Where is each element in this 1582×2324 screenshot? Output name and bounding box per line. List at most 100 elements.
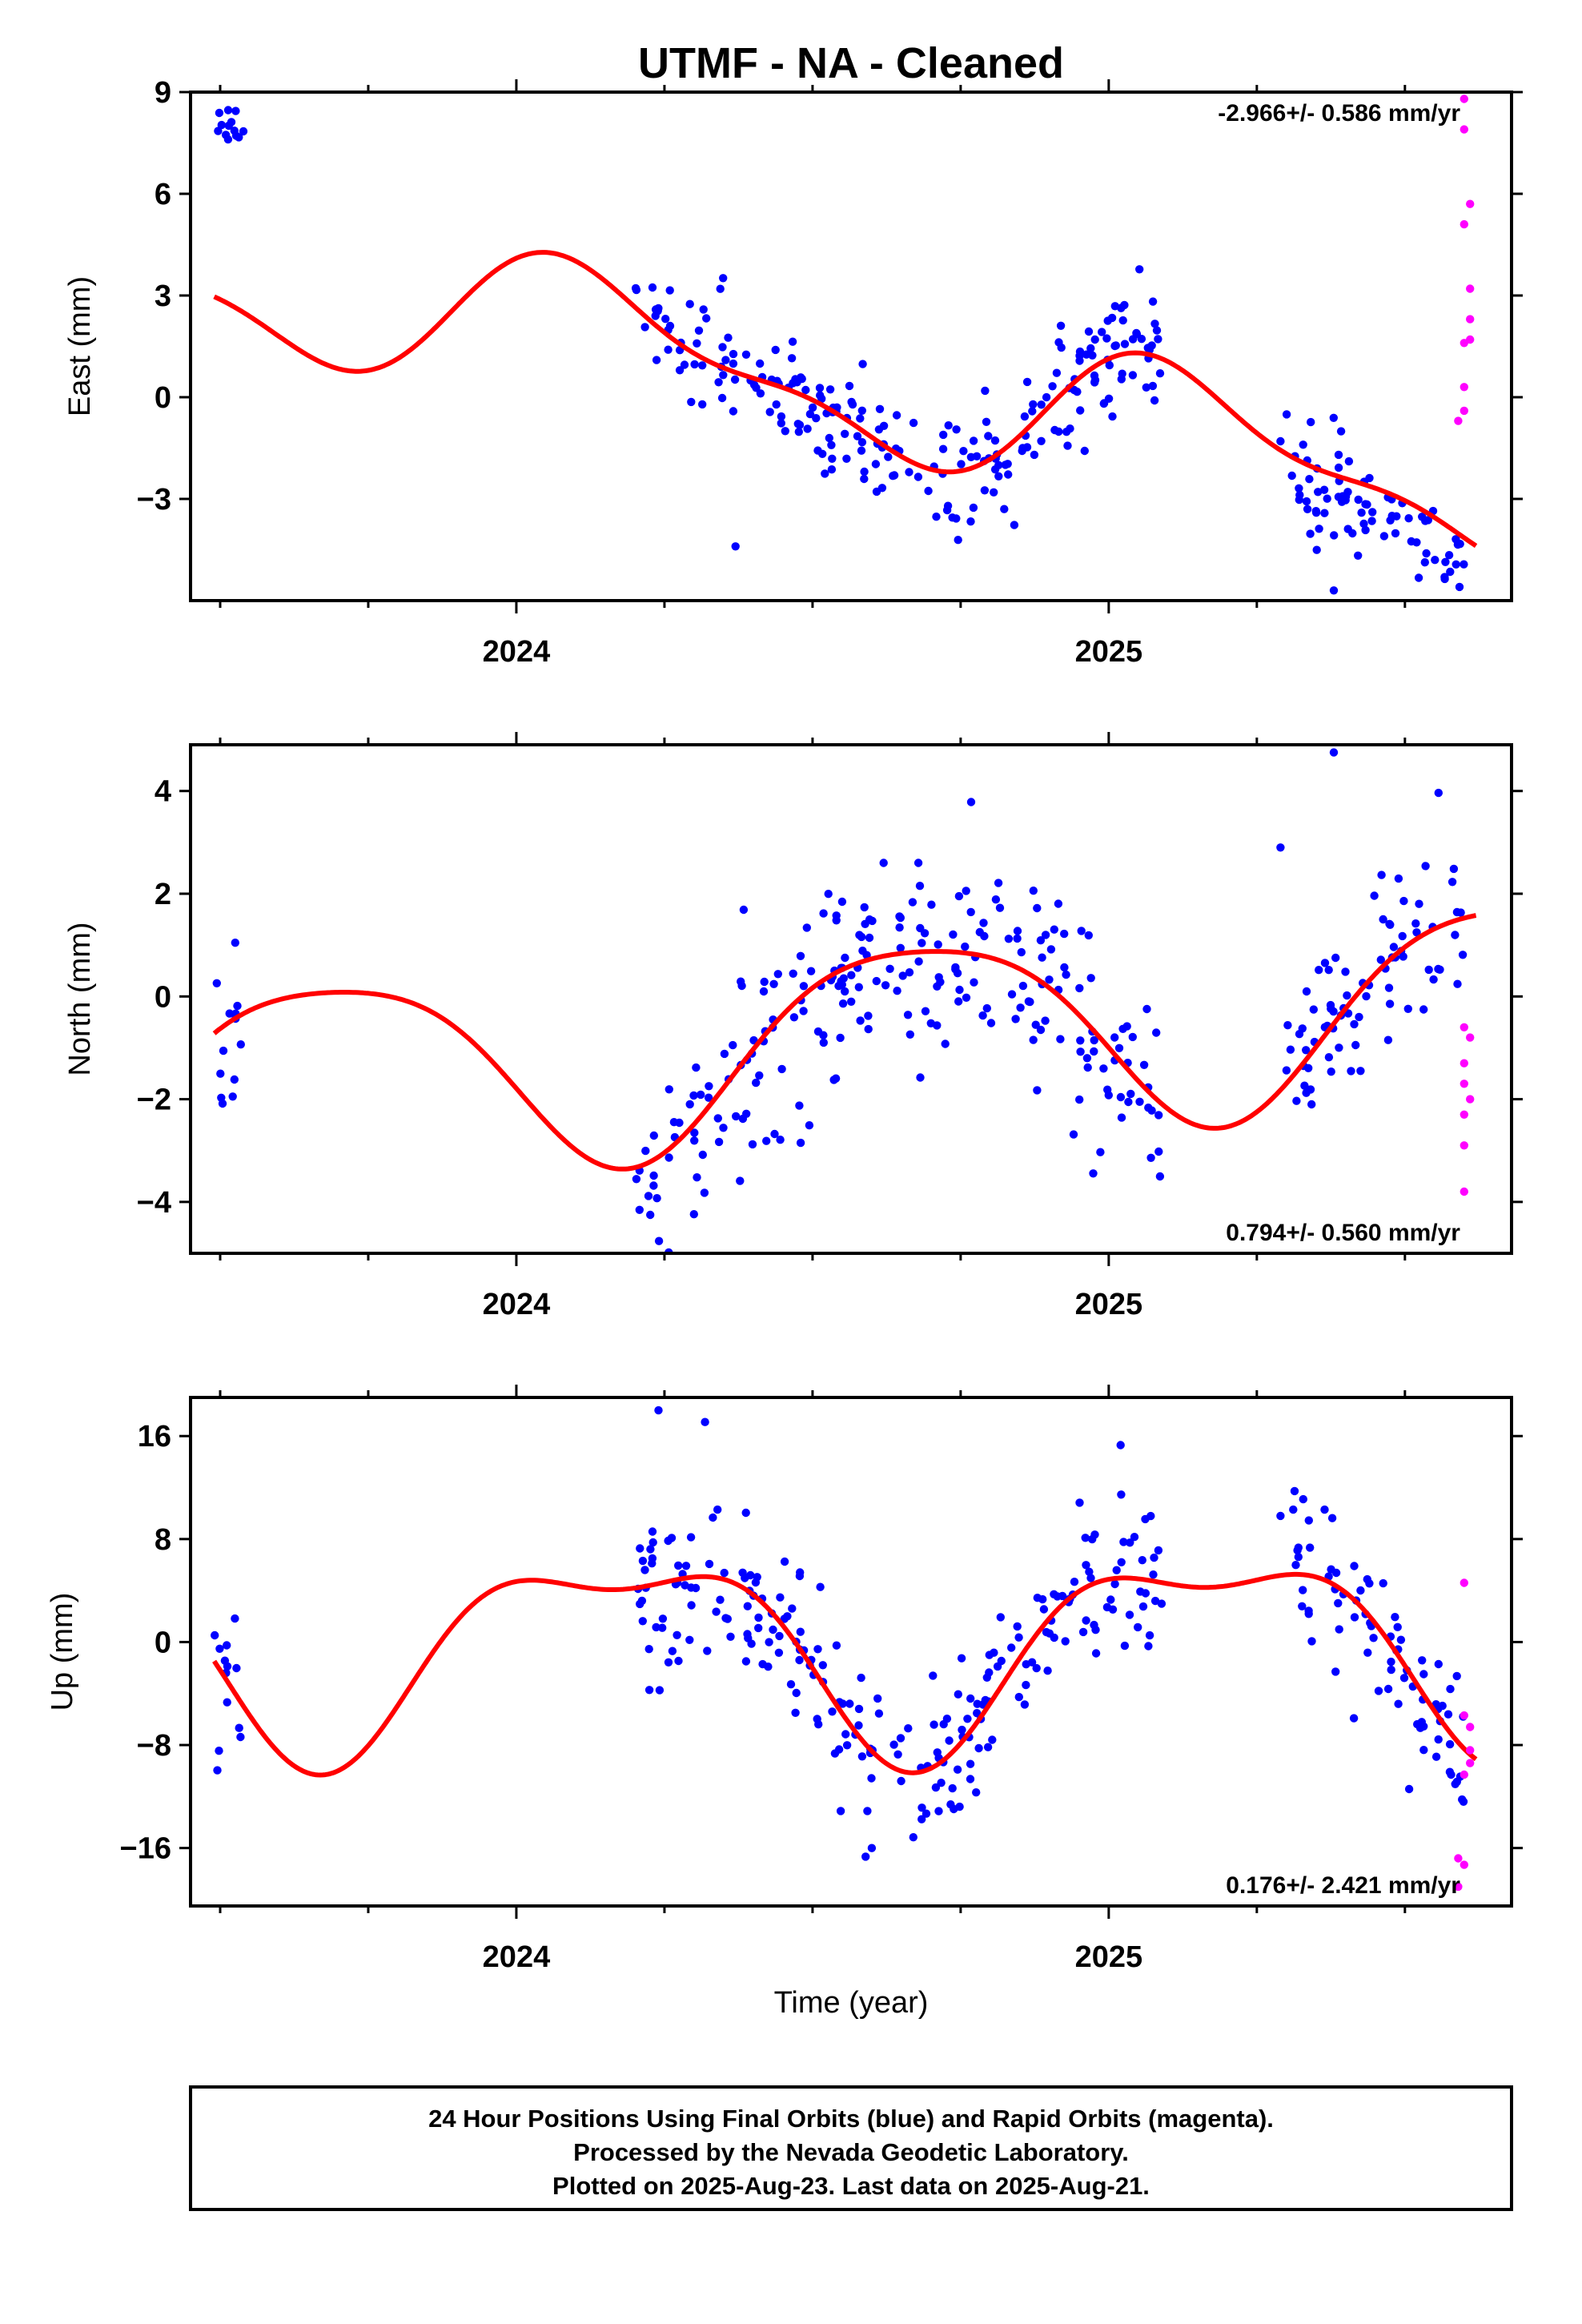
final-orbit-point (1000, 505, 1009, 513)
final-orbit-point (756, 359, 765, 368)
x-tick-label: 2024 (483, 1288, 551, 1321)
final-orbit-point (1050, 1633, 1058, 1642)
rapid-orbit-point (1466, 1759, 1475, 1767)
final-orbit-point (1062, 428, 1071, 436)
final-orbit-point (741, 350, 751, 359)
final-orbit-point (1404, 514, 1413, 523)
final-orbit-point (698, 361, 707, 370)
final-orbit-point (1110, 1579, 1119, 1589)
final-orbit-point (1363, 1574, 1372, 1584)
final-orbit-point (713, 1114, 722, 1123)
final-orbit-point (1311, 509, 1321, 517)
final-orbit-point (1029, 1035, 1038, 1044)
final-orbit-point (1138, 1556, 1147, 1565)
final-orbit-point (801, 385, 810, 395)
final-orbit-point (1103, 1085, 1112, 1094)
y-tick-label: 16 (138, 1420, 171, 1454)
final-orbit-point (1295, 1030, 1304, 1039)
final-orbit-point (1102, 334, 1111, 343)
final-orbit-point (1315, 525, 1323, 533)
y-tick-label: 2 (155, 878, 171, 911)
y-axis-label: East (mm) (63, 276, 97, 416)
final-orbit-point (805, 409, 815, 419)
final-orbit-point (1418, 1656, 1427, 1665)
final-orbit-point (834, 1745, 844, 1754)
final-orbit-point (1302, 1046, 1311, 1055)
final-orbit-point (818, 1661, 827, 1670)
final-orbit-point (1086, 974, 1095, 983)
final-orbit-point (1304, 1516, 1314, 1525)
final-orbit-point (845, 381, 854, 391)
final-orbit-point (758, 1659, 767, 1669)
final-orbit-point (216, 1069, 225, 1078)
rapid-orbit-point (1454, 1854, 1463, 1863)
final-orbit-point (949, 930, 958, 939)
final-orbit-point (789, 1013, 799, 1022)
final-orbit-point (652, 1194, 661, 1203)
final-orbit-point (1046, 945, 1056, 954)
final-orbit-point (953, 969, 962, 978)
final-orbit-point (714, 378, 723, 387)
final-orbit-point (759, 987, 769, 996)
final-orbit-point (895, 923, 904, 932)
rapid-orbit-point (1466, 1033, 1475, 1042)
final-orbit-point (1315, 966, 1323, 975)
final-orbit-point (215, 108, 224, 118)
final-orbit-point (665, 1153, 673, 1162)
final-orbit-point (1136, 1587, 1145, 1596)
final-orbit-point (1329, 413, 1339, 422)
final-orbit-point (1440, 574, 1449, 584)
final-orbit-point (664, 1658, 673, 1667)
final-orbit-point (938, 444, 948, 453)
final-orbit-point (1077, 927, 1086, 935)
final-orbit-point (1126, 1089, 1135, 1099)
final-orbit-point (214, 127, 223, 135)
final-orbit-point (915, 882, 925, 891)
final-orbit-point (962, 993, 971, 1003)
final-orbit-point (1306, 529, 1315, 538)
final-orbit-point (1090, 1620, 1098, 1630)
final-orbit-point (954, 536, 962, 545)
final-orbit-point (1084, 931, 1094, 940)
final-orbit-point (648, 1559, 656, 1568)
final-orbit-point (1075, 983, 1084, 993)
final-orbit-point (1299, 1494, 1308, 1504)
final-orbit-point (917, 1803, 926, 1812)
final-orbit-point (719, 371, 728, 380)
final-orbit-point (898, 971, 907, 980)
final-orbit-point (1386, 920, 1395, 930)
final-orbit-point (860, 474, 869, 484)
final-orbit-point (690, 360, 699, 369)
final-orbit-point (1412, 538, 1421, 547)
final-orbit-point (651, 312, 660, 320)
final-orbit-point (1379, 915, 1387, 924)
final-orbit-point (219, 1046, 228, 1055)
final-orbit-point (1386, 516, 1395, 525)
final-orbit-point (1412, 928, 1421, 937)
final-orbit-point (644, 1192, 653, 1200)
final-orbit-point (1399, 896, 1408, 906)
final-orbit-point (1048, 382, 1057, 391)
final-orbit-point (1369, 1634, 1378, 1642)
final-orbit-point (773, 970, 782, 979)
final-orbit-point (994, 879, 1003, 887)
final-orbit-point (819, 909, 828, 918)
final-orbit-point (954, 1690, 963, 1699)
final-orbit-point (1057, 343, 1066, 352)
final-orbit-point (762, 1136, 771, 1145)
y-tick-label: 6 (155, 178, 171, 211)
model-curve (212, 1571, 1478, 1778)
final-orbit-point (223, 1698, 231, 1707)
final-orbit-point (954, 997, 963, 1006)
final-orbit-point (966, 1694, 975, 1703)
final-orbit-point (1037, 400, 1046, 409)
final-orbit-point (636, 1544, 644, 1553)
final-orbit-point (924, 486, 933, 496)
final-orbit-point (1020, 412, 1030, 421)
final-orbit-point (985, 1651, 994, 1659)
final-orbit-point (1354, 551, 1363, 560)
final-orbit-point (806, 967, 816, 975)
final-orbit-point (692, 1063, 701, 1072)
final-orbit-point (788, 1604, 797, 1613)
final-orbit-point (920, 929, 930, 938)
